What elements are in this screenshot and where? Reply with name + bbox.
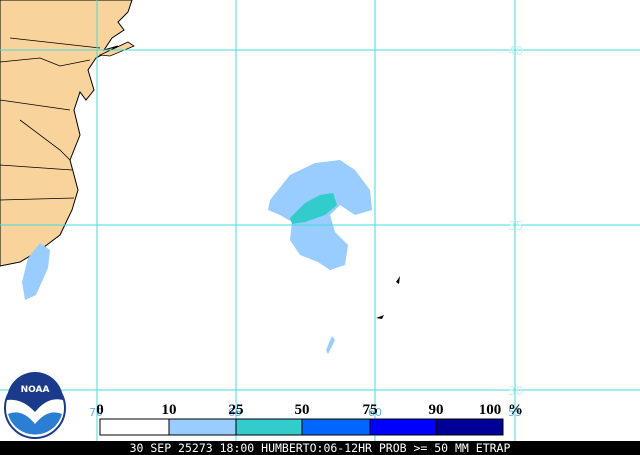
state-borders [0,37,101,201]
legend-tick: 90 [429,402,444,418]
caption: 30 SEP 25273 18:00 HUMBERTO:06-12HR PROB… [130,441,511,455]
legend-bin [435,418,504,436]
legend-bin [301,418,371,436]
noaa-logo: NOAA [4,372,66,439]
legend: 0 10 25 50 75 90 100 % [96,402,523,436]
logo-text: NOAA [21,385,50,395]
longitude-label: 65 [228,406,242,419]
legend-bin [168,418,237,436]
logo-sea [8,412,62,435]
islets [376,276,400,319]
longitude-label: 55 [508,406,522,419]
legend-tick: 50 [295,402,310,418]
longitude-label: 60 [368,406,382,419]
legend-unit: % [508,402,523,418]
legend-bin [235,418,303,436]
legend-bin [99,418,170,436]
prob-area [326,336,335,354]
latitude-label: 30 [508,384,523,398]
longitude-label: 70 [89,406,103,419]
prob-area [290,193,337,224]
prob-area [22,243,50,300]
island [98,41,135,57]
legend-tick: 75 [363,402,378,418]
legend-bin [369,418,437,436]
latitude-label: 35 [508,219,523,233]
legend-tick: 25 [229,402,244,418]
logo-sky [7,372,63,412]
latitude-label: 40 [508,44,523,58]
footer-bar [0,441,640,455]
legend-tick: 10 [162,402,177,418]
legend-tick: 0 [96,402,104,418]
legend-tick: 100 [479,402,502,418]
